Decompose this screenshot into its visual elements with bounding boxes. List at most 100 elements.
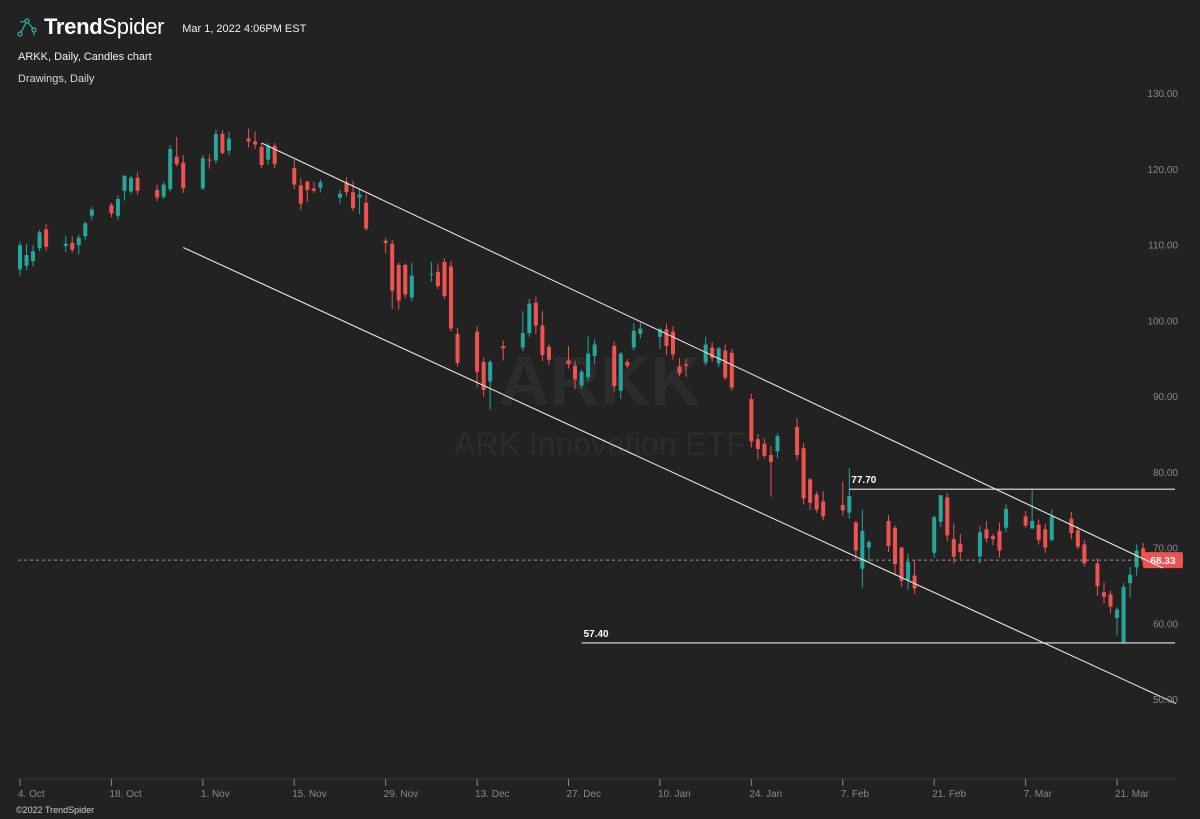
candle <box>716 346 721 368</box>
candle <box>109 202 114 218</box>
candle-body <box>716 348 721 364</box>
candle <box>1004 504 1009 533</box>
candle-body <box>1134 550 1139 568</box>
candle-body <box>592 344 597 356</box>
candle-body <box>906 561 911 581</box>
candle-body <box>44 229 49 247</box>
candle-body <box>200 158 205 189</box>
time-axis[interactable]: 4. Oct 18. Oct 1. Nov 15. Nov 29. Nov 13. Dec… <box>18 778 1200 800</box>
candle-body <box>1049 516 1054 540</box>
candle <box>586 336 591 381</box>
candle-body <box>945 497 950 536</box>
candle <box>135 172 140 195</box>
candle-body <box>383 240 388 243</box>
candle <box>31 245 36 267</box>
candle-body <box>89 209 94 216</box>
candle-body <box>337 193 342 198</box>
channel-upper-trendline[interactable] <box>261 142 1163 569</box>
candle <box>1108 590 1113 614</box>
price-axis[interactable]: 50.00 60.00 70.00 80.00 90.00 100.00 110.00 120… <box>1147 89 1178 706</box>
candle <box>226 131 231 156</box>
x-tick-label: 4. Oct <box>18 789 45 800</box>
drawings[interactable]: 68.33 77.70 57.40 <box>18 142 1183 705</box>
candle-body <box>292 167 297 185</box>
candle <box>775 433 780 459</box>
x-tick-label: 13. Dec <box>475 789 509 800</box>
candle <box>768 445 773 497</box>
candle <box>566 346 571 369</box>
candle <box>899 546 904 587</box>
candle <box>912 559 917 594</box>
candle-body <box>344 182 349 193</box>
candle <box>409 262 414 302</box>
candle-body <box>638 328 643 334</box>
candle <box>990 533 995 546</box>
candle <box>1049 509 1054 542</box>
header: TrendSpider Mar 1, 2022 4:06PM EST <box>16 14 306 40</box>
candle-body <box>938 495 943 522</box>
candle-body <box>1108 594 1113 607</box>
candle-body <box>161 184 166 197</box>
candle <box>292 159 297 190</box>
candle-body <box>174 156 179 165</box>
candle-body <box>932 517 937 553</box>
candle-body <box>246 138 251 142</box>
candle <box>573 361 578 390</box>
candle <box>1030 489 1035 529</box>
candle <box>932 515 937 559</box>
candle <box>762 438 767 459</box>
copyright-notice: ©2022 TrendSpider <box>16 805 95 815</box>
candle <box>520 311 525 352</box>
candle-body <box>272 146 277 165</box>
candle <box>1082 539 1087 567</box>
candle-body <box>533 302 538 326</box>
candle <box>63 235 68 253</box>
candle-body <box>409 275 414 298</box>
candle-body <box>455 333 460 363</box>
candle <box>213 129 218 164</box>
candle <box>664 323 669 356</box>
candle <box>403 263 408 299</box>
candle <box>311 181 316 193</box>
candle <box>755 433 760 460</box>
chart-subtitle: ARKK, Daily, Candles chart <box>18 51 152 63</box>
candle-body <box>1043 529 1048 548</box>
candle-body <box>808 479 813 503</box>
last-price-badge <box>1143 552 1183 569</box>
candle <box>18 241 22 276</box>
x-tick-label: 27. Dec <box>567 789 601 800</box>
candle-body <box>1004 508 1009 528</box>
candle-body <box>115 199 120 216</box>
candle-body <box>893 527 898 565</box>
candle-body <box>664 329 669 347</box>
x-tick-label: 18. Oct <box>109 789 141 800</box>
y-tick-label: 130.00 <box>1147 89 1178 100</box>
x-tick-label: 21. Feb <box>932 789 966 800</box>
candle-body <box>860 530 865 569</box>
candle <box>671 326 675 360</box>
y-tick-label: 60.00 <box>1153 619 1178 630</box>
y-tick-label: 80.00 <box>1153 468 1178 479</box>
channel-lower-trendline[interactable] <box>183 247 1177 705</box>
candle <box>122 175 127 201</box>
candle <box>181 155 186 193</box>
x-tick-label: 10. Jan <box>658 789 691 800</box>
candle-body <box>625 361 630 366</box>
candle <box>847 467 852 519</box>
candle-body <box>364 202 369 229</box>
candle <box>729 349 734 391</box>
drawings-label[interactable]: Drawings, Daily <box>18 73 95 85</box>
candle <box>527 299 532 337</box>
candle <box>168 145 173 192</box>
candle-body <box>448 266 453 329</box>
candle-body <box>155 189 160 198</box>
candle <box>703 336 708 366</box>
candle <box>155 184 160 202</box>
candle <box>364 194 369 231</box>
candle <box>1075 526 1080 550</box>
candle-body <box>853 522 858 551</box>
candle <box>305 180 310 203</box>
candle-body <box>566 360 571 365</box>
candle-body <box>37 232 42 249</box>
